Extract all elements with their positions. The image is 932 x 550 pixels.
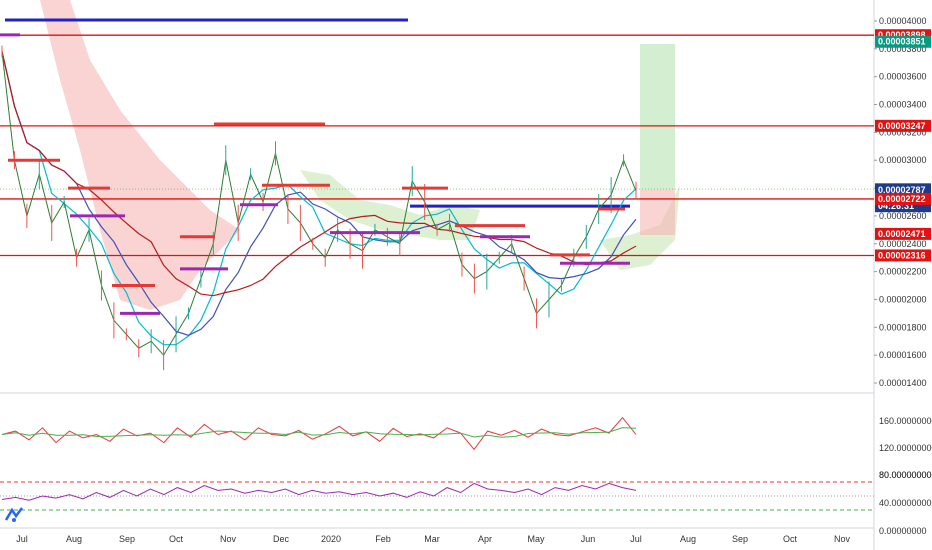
time-tick-label: Sep [119, 534, 135, 544]
price-tick-label: 0.00004000 [879, 16, 927, 26]
price-series-line [1, 51, 637, 357]
price-tag-label: 0.00002722 [878, 194, 926, 204]
price-tick-label: 0.00003600 [879, 72, 927, 82]
moving-average-line [1, 51, 637, 297]
indicator2-tick-label: 40.00000000 [879, 498, 932, 508]
price-tag-label: 0.00002787 [878, 185, 926, 195]
time-tick-label: Aug [680, 534, 696, 544]
time-tick-label: Sep [732, 534, 748, 544]
time-tick-label: 2020 [321, 534, 341, 544]
long-position-stop-zone [640, 190, 675, 235]
price-tick-label: 0.00002000 [879, 294, 927, 304]
price-tag [875, 183, 931, 196]
price-tick-label: 0.00001800 [879, 322, 927, 332]
price-tag-label: 0.00003851 [878, 37, 926, 47]
price-tick-label: 0.00001400 [879, 378, 927, 388]
time-tick-label: Jul [630, 534, 642, 544]
indicator2-line [1, 482, 637, 501]
time-tick-label: Jul [16, 534, 28, 544]
cloud-bullish [300, 170, 480, 240]
price-tick-label: 0.00003200 [879, 127, 927, 137]
price-tick-label: 0.00003000 [879, 155, 927, 165]
time-tick-label: Apr [478, 534, 492, 544]
price-tick-label: 0.00002200 [879, 267, 927, 277]
cloud-bullish-late [600, 185, 680, 270]
price-tick-label: 0.00002400 [879, 239, 927, 249]
time-tick-label: Oct [783, 534, 798, 544]
long-position-target-zone [640, 44, 675, 190]
time-tick-label: Nov [834, 534, 851, 544]
price-tag [875, 119, 931, 132]
indicator2-tick-label: 80.00000000 [879, 470, 932, 480]
time-tick-label: Feb [375, 534, 391, 544]
indicator2-tick-label: 0.00000000 [879, 526, 927, 536]
time-tick-label: Oct [169, 534, 184, 544]
indicator1-signal-line [1, 427, 637, 438]
price-tag [875, 227, 931, 240]
cloud-bearish [40, 0, 240, 310]
time-tick-label: Nov [220, 534, 237, 544]
price-tick-label: 0.00001600 [879, 350, 927, 360]
tradingview-logo [4, 507, 23, 522]
price-tag [875, 35, 931, 48]
time-tick-label: Jun [581, 534, 596, 544]
price-tick-label: 0.00002600 [879, 211, 927, 221]
time-tick-label: Mar [424, 534, 440, 544]
price-tick-label: 0.00003800 [879, 44, 927, 54]
moving-average-line [1, 51, 637, 346]
price-tag-label: 04:26:31 [878, 201, 914, 211]
indicator1-tick-label: 160.00000000 [879, 416, 932, 426]
time-tick-label: May [527, 534, 545, 544]
price-tag-label: 0.00002316 [878, 250, 926, 260]
price-tick-label: 0.00003400 [879, 100, 927, 110]
indicator1-tick-label: 80.00000000 [879, 470, 932, 480]
price-tag-label: 0.00003247 [878, 121, 926, 131]
indicator1-line [1, 416, 637, 451]
time-tick-label: Dec [273, 534, 290, 544]
moving-average-line [1, 51, 637, 336]
price-tag-label: 0.00002471 [878, 229, 926, 239]
price-tag-label: 0.00003898 [878, 30, 926, 40]
price-tag [875, 192, 931, 205]
time-tick-label: Aug [66, 534, 82, 544]
indicator1-tick-label: 120.00000000 [879, 443, 932, 453]
price-tag [875, 249, 931, 262]
